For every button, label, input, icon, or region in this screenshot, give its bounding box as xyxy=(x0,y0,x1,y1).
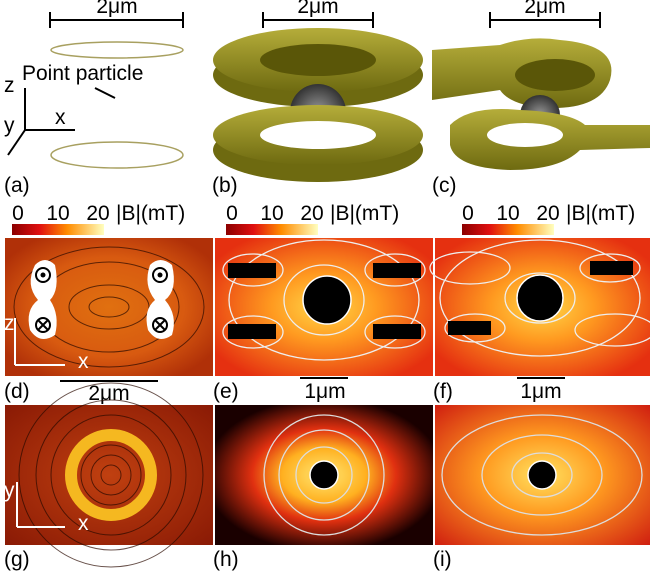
colorbar-tick: 10 xyxy=(260,202,283,225)
coil xyxy=(373,263,421,278)
coil xyxy=(373,324,421,339)
colorbar-tick: 0 xyxy=(12,202,24,225)
panel-label: (f) xyxy=(433,380,453,403)
axis-label: x xyxy=(78,350,89,373)
colorbar-tick: 0 xyxy=(226,202,238,225)
coil xyxy=(228,324,276,339)
scale-label: 1μm xyxy=(304,380,345,403)
ring-hole xyxy=(260,121,376,149)
panel-label: (d) xyxy=(4,380,30,403)
coil-region xyxy=(65,429,157,521)
colorbars: 0 10 20 |B|(mT) 0 10 20 |B|(mT) 0 10 20 |B|(mT) xyxy=(12,202,635,235)
current-symbols xyxy=(35,267,168,333)
colorbar-label: |B|(mT) xyxy=(566,202,635,225)
contours xyxy=(18,382,204,568)
colorbar-label: |B|(mT) xyxy=(330,202,399,225)
colorbar xyxy=(462,224,554,235)
axis xyxy=(7,129,26,156)
coil-region xyxy=(146,260,174,339)
heatmap xyxy=(5,405,213,545)
coil xyxy=(50,141,184,169)
annotation: Point particle xyxy=(22,62,143,85)
panel-label: (b) xyxy=(212,174,238,197)
colorbar xyxy=(12,224,104,235)
colorbar-tick: 10 xyxy=(496,202,519,225)
panel-label: (g) xyxy=(4,548,30,571)
colorbar-tick: 10 xyxy=(46,202,69,225)
colorbar-tick: 20 xyxy=(86,202,109,225)
coil xyxy=(50,41,184,59)
scale-label: 2μm xyxy=(96,0,137,18)
sphere xyxy=(527,460,557,490)
current-dot xyxy=(157,272,163,278)
contours xyxy=(441,414,643,536)
coil xyxy=(448,321,491,335)
scale-label: 1μm xyxy=(520,380,561,403)
panel-label: (e) xyxy=(213,380,239,403)
axis-label: y xyxy=(4,479,15,502)
colorbar-tick: 0 xyxy=(462,202,474,225)
coil xyxy=(590,261,633,275)
panel-label: (a) xyxy=(4,174,30,197)
axis-label: x xyxy=(55,106,66,129)
sphere xyxy=(516,274,564,322)
scale-label: 2μm xyxy=(524,0,565,18)
arrow xyxy=(94,87,116,99)
axis-label: y xyxy=(4,114,15,137)
panel-label: (h) xyxy=(213,548,239,571)
scale-label: 2μm xyxy=(297,0,338,18)
coil-region xyxy=(28,260,57,339)
panel-label: (i) xyxy=(433,548,452,571)
colorbar xyxy=(226,224,318,235)
axis-label: z xyxy=(4,74,15,97)
coil xyxy=(228,263,276,278)
ring-hole xyxy=(487,123,563,147)
colorbar-label: |B|(mT) xyxy=(116,202,185,225)
axis-label: z xyxy=(4,312,15,335)
contours xyxy=(222,239,426,361)
colorbar-tick: 20 xyxy=(536,202,559,225)
axis-label: x xyxy=(78,512,89,535)
current-dot xyxy=(40,272,46,278)
scale-label: 2μm xyxy=(88,382,129,405)
ring-hole xyxy=(515,59,595,91)
ring-hole xyxy=(260,44,376,76)
panel-label: (c) xyxy=(432,174,457,197)
contours xyxy=(263,414,385,536)
sphere xyxy=(309,460,339,490)
colorbar-tick: 20 xyxy=(300,202,323,225)
contours xyxy=(429,239,650,357)
sphere xyxy=(302,275,352,325)
